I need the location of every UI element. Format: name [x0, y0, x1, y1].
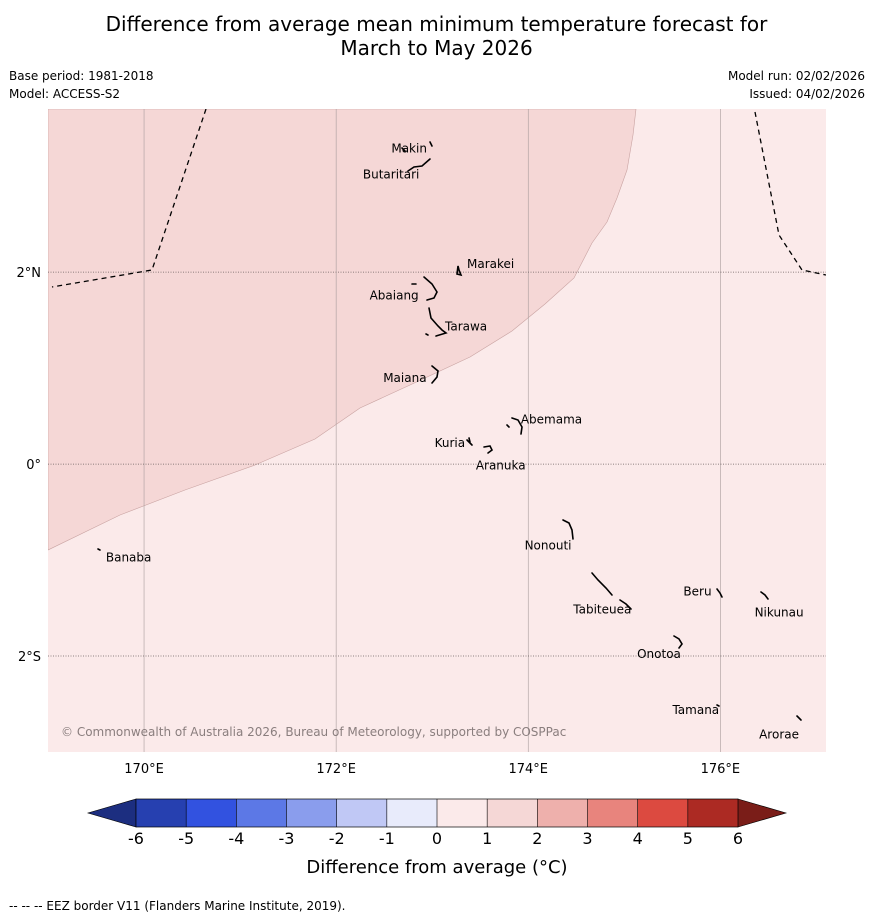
colorbar-segment [587, 799, 638, 827]
island-aranuka [483, 445, 494, 454]
place-label: Tamana [671, 703, 719, 717]
colorbar-extend-low [86, 798, 137, 828]
place-label: Onotoa [637, 647, 681, 661]
island-nikunau [760, 591, 769, 600]
island-outlines [97, 141, 802, 721]
colorbar-tick-label: -4 [228, 829, 244, 848]
colorbar-segment [637, 799, 689, 827]
lon-tick-label: 176°E [701, 762, 741, 777]
colorbar-tick-label: 2 [532, 829, 542, 848]
colorbar-tick-label: -2 [329, 829, 345, 848]
island-banaba [97, 548, 101, 551]
colorbar-extend-high [737, 798, 788, 828]
lon-tick-label: 172°E [316, 762, 356, 777]
lat-tick-label: 2°S [18, 650, 41, 665]
meta-left: Base period: 1981-2018 Model: ACCESS-S2 [9, 67, 154, 103]
place-label: Aranuka [476, 459, 526, 473]
axis-labels: 170°E 172°E 174°E 176°E 2°N 0° 2°S [17, 266, 741, 777]
colorbar-tick-label: 3 [582, 829, 592, 848]
colorbar-segment [537, 799, 588, 827]
colorbar-segment [386, 799, 438, 827]
island-onotoa [673, 635, 683, 649]
place-label: Abemama [521, 413, 582, 427]
meta-right: Model run: 02/02/2026 Issued: 04/02/2026 [728, 67, 865, 103]
place-label: Butaritari [363, 168, 420, 182]
model-run: Model run: 02/02/2026 [727, 69, 865, 83]
colorbar-segment [236, 799, 287, 827]
island-tabiteuea [591, 572, 632, 610]
colorbar-segment [687, 799, 739, 827]
eez-border-west [51, 109, 207, 288]
colorbar: -6 -5 -4 -3 -2 -1 0 1 2 3 4 5 6 [86, 798, 788, 848]
colorbar-segment [186, 799, 237, 827]
place-label: Tarawa [444, 320, 487, 334]
island-abaiang [411, 276, 438, 301]
colorbar-segment [487, 799, 538, 827]
place-label: Tabiteuea [572, 603, 631, 617]
place-label: Arorae [759, 727, 799, 741]
colorbar-tick-label: 1 [482, 829, 492, 848]
colorbar-tick-label: -5 [178, 829, 194, 848]
chart-title: Difference from average mean minimum tem… [0, 12, 873, 60]
title-line-2: March to May 2026 [340, 36, 533, 60]
island-maiana [431, 365, 439, 384]
title-line-1: Difference from average mean minimum tem… [105, 12, 768, 36]
island-makin [401, 141, 433, 152]
colorbar-tick-label: 0 [432, 829, 442, 848]
colorbar-segment [286, 799, 337, 827]
island-nonouti [562, 519, 574, 540]
island-tarawa [425, 307, 448, 337]
map-panel: Makin Butaritari Marakei Abaiang Tarawa Maian… [48, 109, 826, 752]
island-arorae [796, 715, 802, 721]
place-label: Nikunau [755, 606, 804, 620]
lat-tick-label: 0° [26, 458, 41, 473]
place-labels: Makin Butaritari Marakei Abaiang Tarawa Maian… [106, 142, 804, 742]
island-kuria [466, 437, 473, 446]
place-label: Kuria [435, 436, 466, 450]
eez-legend-note: -- -- -- EEZ border V11 (Flanders Marine… [9, 899, 346, 913]
island-abemama [506, 417, 523, 435]
gridlines [48, 109, 826, 752]
anomaly-region-1-to-2 [48, 109, 637, 551]
colorbar-segment [136, 799, 187, 827]
place-label: Nonouti [525, 538, 572, 552]
place-label: Banaba [106, 551, 152, 565]
colorbar-label: Difference from average (°C) [306, 857, 567, 878]
place-label: Maiana [383, 371, 426, 385]
colorbar-segment [336, 799, 388, 827]
colorbar-tick-label: 5 [683, 829, 693, 848]
place-label: Beru [683, 585, 711, 599]
copyright-notice: © Commonwealth of Australia 2026, Bureau… [61, 725, 566, 739]
colorbar-tick-label: 4 [633, 829, 643, 848]
colorbar-tick-label: -6 [128, 829, 144, 848]
place-label: Makin [391, 142, 427, 156]
lon-tick-label: 170°E [124, 762, 164, 777]
place-label: Marakei [467, 257, 514, 271]
lat-tick-label: 2°N [17, 266, 42, 281]
place-label: Abaiang [370, 288, 419, 302]
colorbar-tick-label: 6 [733, 829, 743, 848]
colorbar-segment [437, 799, 488, 827]
island-butaritari [407, 158, 431, 172]
issued-date: Issued: 04/02/2026 [749, 87, 865, 101]
eez-border-east [754, 111, 826, 276]
island-tamana [716, 704, 720, 707]
colorbar-tick-label: -1 [379, 829, 395, 848]
island-beru [716, 588, 723, 598]
colorbar-tick-label: -3 [279, 829, 295, 848]
island-marakei [456, 265, 463, 277]
lon-tick-label: 174°E [508, 762, 548, 777]
base-period: Base period: 1981-2018 [9, 69, 154, 83]
model-name: Model: ACCESS-S2 [9, 87, 121, 101]
